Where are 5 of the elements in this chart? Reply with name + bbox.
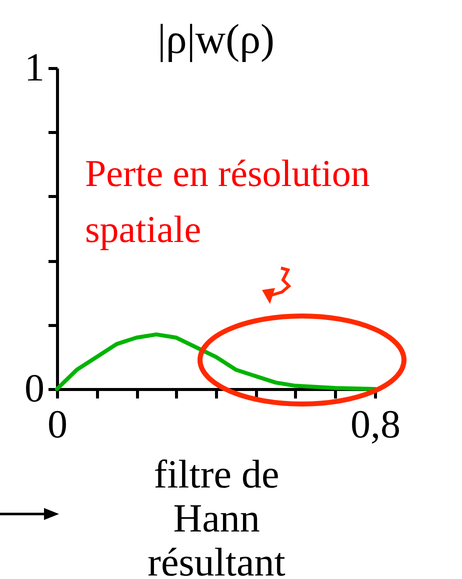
x-axis-title: filtre de Hann résultant <box>148 452 286 579</box>
chart-title: |ρ|w(ρ) <box>157 17 275 63</box>
annotation: Perte en résolution spatiale <box>85 153 370 251</box>
x-tick-label: 0,8 <box>350 402 400 446</box>
y-tick-label: 1 <box>24 44 44 90</box>
